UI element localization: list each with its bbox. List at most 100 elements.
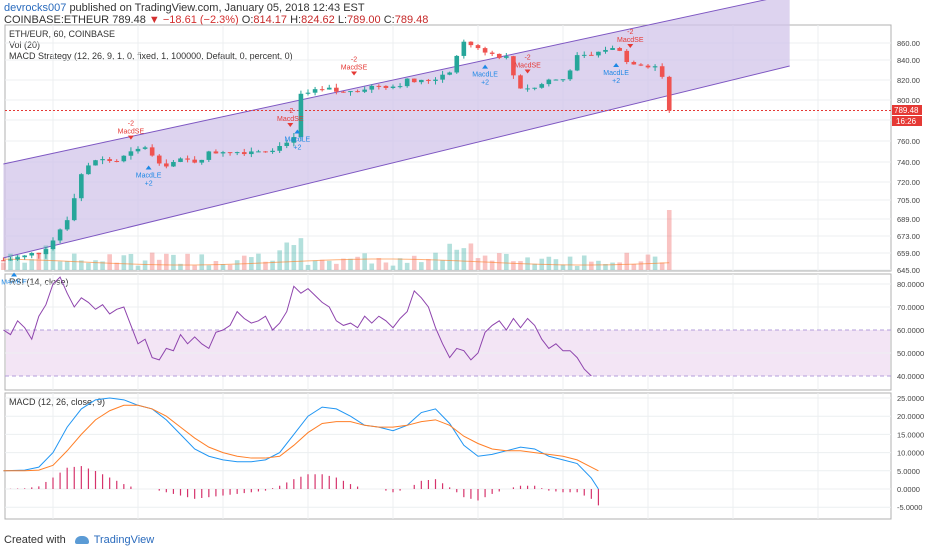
short-signal-qty: -2 xyxy=(287,108,293,115)
chart-canvas[interactable]: ETH/EUR, 60, COINBASE Vol (20) MACD Stra… xyxy=(0,0,932,520)
volume-bar xyxy=(511,261,516,270)
legend-volume: Vol (20) xyxy=(9,40,40,50)
volume-bar xyxy=(532,263,537,270)
short-signal-qty: -2 xyxy=(351,57,357,64)
candle-body xyxy=(504,56,509,58)
volume-bar xyxy=(631,263,637,270)
candle-body xyxy=(36,252,42,255)
open-value: 814.17 xyxy=(253,14,288,26)
volume-bar xyxy=(79,260,84,270)
candle-body xyxy=(64,220,70,230)
short-signal-qty: -2 xyxy=(524,55,530,62)
volume-bar xyxy=(8,253,13,270)
candle-body xyxy=(57,229,63,241)
candle-body xyxy=(511,56,516,76)
volume-bar xyxy=(482,255,488,270)
long-signal-qty: +2 xyxy=(145,181,153,188)
price-tick-label: 673.00 xyxy=(897,232,920,241)
macd-tick-label: 5.0000 xyxy=(897,467,920,476)
symbol-label: COINBASE:ETHEUR xyxy=(4,14,110,26)
tradingview-logo-icon xyxy=(74,536,89,545)
candle-body xyxy=(638,64,644,66)
candle-body xyxy=(574,55,580,71)
tradingview-brand-link[interactable]: TradingView xyxy=(93,534,155,546)
volume-bar xyxy=(574,265,580,270)
price-tick-label: 740.00 xyxy=(897,158,920,167)
candle-body xyxy=(326,87,332,90)
volume-bar xyxy=(645,254,651,270)
publish-header: devrocks007 published on TradingView.com… xyxy=(4,2,365,14)
volume-bar xyxy=(241,255,247,270)
candle-body xyxy=(227,152,233,154)
candle-body xyxy=(284,142,290,146)
volume-bar xyxy=(128,253,134,270)
volume-bar xyxy=(617,262,622,270)
username-link[interactable]: devrocks007 xyxy=(4,2,67,14)
price-tick-label: 820.00 xyxy=(897,76,920,85)
candle-body xyxy=(461,41,467,56)
volume-bar xyxy=(213,261,219,270)
candle-body xyxy=(532,87,537,89)
high-label: H: xyxy=(290,14,302,26)
candle-body xyxy=(624,50,630,63)
volume-bar xyxy=(107,254,112,270)
volume-bar xyxy=(50,242,56,270)
volume-bar xyxy=(185,253,190,270)
volume-bar xyxy=(404,262,410,270)
short-signal-qty: -2 xyxy=(128,121,134,128)
price-tick-label: 720.00 xyxy=(897,178,920,187)
volume-bar xyxy=(397,258,403,270)
candle-body xyxy=(206,151,212,160)
short-signal-label: MacdSE xyxy=(617,37,644,44)
candle-body xyxy=(489,52,495,54)
long-signal-label: MacdLE xyxy=(285,137,311,144)
signal-line xyxy=(3,404,599,472)
candle-body xyxy=(539,84,545,88)
candle-body xyxy=(107,159,112,161)
volume-bar xyxy=(489,260,495,270)
volume-bar xyxy=(1,262,6,270)
rsi-tick-label: 80.0000 xyxy=(897,280,924,289)
volume-bar xyxy=(29,259,35,270)
long-signal-label: MacdLE xyxy=(136,173,162,180)
short-signal-arrow xyxy=(627,44,634,48)
candle-body xyxy=(241,152,247,155)
candle-body xyxy=(468,41,474,46)
change-value: ▼ −18.61 (−2.3%) xyxy=(148,14,239,26)
candle-body xyxy=(603,49,608,52)
candle-body xyxy=(355,91,360,93)
candle-body xyxy=(291,137,297,143)
candle-body xyxy=(121,155,127,162)
candle-body xyxy=(645,65,651,68)
volume-bar xyxy=(603,263,608,270)
volume-ma-line xyxy=(3,258,670,266)
candle-body xyxy=(29,252,35,256)
last-price-badge xyxy=(892,105,922,115)
volume-bar xyxy=(22,262,27,270)
candle-body xyxy=(546,79,552,85)
rsi-tick-label: 70.0000 xyxy=(897,303,924,312)
created-with-text: Created with xyxy=(4,534,66,546)
price-tick-label: 659.00 xyxy=(897,249,920,258)
candle-body xyxy=(185,158,190,160)
volume-bar xyxy=(234,260,240,270)
channel-upper-line xyxy=(3,0,767,165)
volume-bar xyxy=(298,238,304,270)
long-signal-arrow xyxy=(145,165,152,170)
long-signal-label: MacdLE xyxy=(472,72,498,79)
candle-body xyxy=(305,92,311,94)
candle-body xyxy=(475,45,481,49)
candle-body xyxy=(525,88,530,90)
rsi-line xyxy=(3,276,592,377)
volume-bar xyxy=(560,264,566,270)
short-signal-label: MacdSE xyxy=(118,129,145,136)
candle-body xyxy=(482,48,488,53)
candle-body xyxy=(298,93,304,138)
macd-tick-label: 25.0000 xyxy=(897,394,924,403)
candle-body xyxy=(71,198,77,221)
volume-bar xyxy=(291,245,297,270)
long-signal-qty: +2 xyxy=(612,78,620,85)
candle-body xyxy=(213,151,219,154)
volume-bar xyxy=(638,261,644,270)
volume-bar xyxy=(567,256,573,270)
